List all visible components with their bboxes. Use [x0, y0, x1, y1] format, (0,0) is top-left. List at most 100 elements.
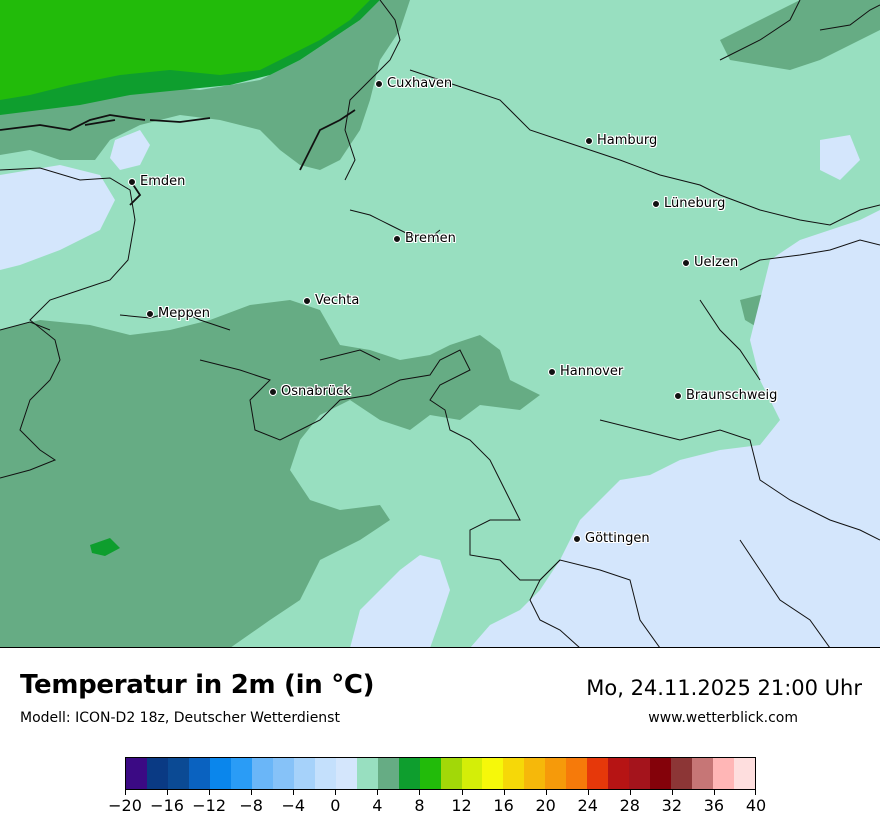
legend-tick-label: −20	[108, 796, 142, 815]
city-marker-osnabrueck[interactable]: Osnabrück	[269, 384, 351, 399]
legend-swatch	[629, 758, 651, 789]
legend-tick	[167, 790, 169, 795]
legend-tick	[125, 790, 126, 795]
legend-swatch	[419, 758, 441, 789]
legend-swatch	[545, 758, 567, 789]
city-marker-hannover[interactable]: Hannover	[548, 364, 623, 379]
city-dot-icon	[573, 534, 581, 543]
city-label: Cuxhaven	[387, 76, 453, 91]
legend-swatch	[146, 758, 168, 789]
city-dot-icon	[303, 296, 311, 305]
city-dot-icon	[682, 258, 690, 267]
legend-swatch	[692, 758, 714, 789]
legend-tick-label: 8	[414, 796, 425, 815]
city-marker-hamburg[interactable]: Hamburg	[585, 133, 657, 148]
legend-swatch	[440, 758, 462, 789]
legend-tick-label: −16	[150, 796, 184, 815]
city-label: Uelzen	[694, 255, 739, 270]
legend-tick	[335, 790, 337, 795]
legend-swatch	[293, 758, 315, 789]
map-region-6-8-spot	[90, 538, 120, 556]
map-region-8-10-sea	[0, 0, 370, 100]
forecast-datetime: Mo, 24.11.2025 21:00 Uhr	[586, 676, 862, 700]
city-marker-bremen[interactable]: Bremen	[393, 231, 456, 246]
city-dot-icon	[548, 367, 556, 376]
legend-tick	[671, 790, 673, 795]
legend-swatch	[734, 758, 756, 789]
temperature-map[interactable]: Cuxhaven Hamburg Emden Lüneburg Bremen U…	[0, 0, 880, 648]
city-marker-lueneburg[interactable]: Lüneburg	[652, 196, 725, 211]
legend-tick	[377, 790, 379, 795]
map-region-4-6-northeast	[720, 0, 880, 70]
legend-tick	[419, 790, 421, 795]
city-marker-meppen[interactable]: Meppen	[146, 306, 210, 321]
city-marker-vechta[interactable]: Vechta	[303, 293, 359, 308]
legend-tick-label: −4	[281, 796, 306, 815]
city-dot-icon	[269, 387, 277, 396]
city-marker-goettingen[interactable]: Göttingen	[573, 531, 650, 546]
legend-swatch	[377, 758, 399, 789]
map-region-0-2-south	[350, 555, 450, 647]
legend-tick-label: −8	[239, 796, 263, 815]
city-dot-icon	[128, 177, 136, 186]
legend-swatch	[230, 758, 252, 789]
city-label: Braunschweig	[686, 388, 778, 403]
legend-swatch	[587, 758, 609, 789]
legend-ticks: −20 −16 −12 −8 −4 0 4 8 12 16 20 24 28 32 36 40	[108, 790, 766, 830]
legend-tick-label: 28	[619, 796, 640, 815]
legend-swatch	[314, 758, 336, 789]
city-marker-emden[interactable]: Emden	[128, 174, 185, 189]
legend-tick-label: 4	[372, 796, 383, 815]
city-dot-icon	[146, 309, 154, 318]
map-coastline	[0, 109, 356, 206]
legend-tick	[545, 790, 547, 795]
legend-tick-label: 40	[745, 796, 767, 815]
city-label: Bremen	[405, 231, 456, 246]
city-label: Osnabrück	[281, 384, 351, 399]
legend-tick	[503, 790, 505, 795]
city-label: Hannover	[560, 364, 624, 379]
map-region-4-6-southwest	[0, 300, 540, 647]
city-dot-icon	[652, 199, 660, 208]
color-legend	[125, 757, 756, 790]
model-info: Modell: ICON-D2 18z, Deutscher Wetterdie…	[20, 710, 340, 726]
legend-swatch	[209, 758, 231, 789]
legend-tick-label: 32	[661, 796, 683, 815]
legend-swatch	[461, 758, 483, 789]
legend-tick	[251, 790, 253, 795]
website-link[interactable]: www.wetterblick.com	[648, 710, 798, 726]
legend-swatch	[335, 758, 357, 789]
city-dot-icon	[375, 79, 383, 88]
legend-swatch	[251, 758, 273, 789]
map-region-0-2-emden-bay	[110, 130, 150, 170]
legend-tick-label: 20	[535, 796, 556, 815]
legend-tick-label: 0	[330, 796, 341, 815]
legend-tick	[713, 790, 715, 795]
map-borders	[0, 0, 880, 647]
legend-swatch	[167, 758, 189, 789]
city-dot-icon	[393, 234, 401, 243]
legend-swatch	[126, 758, 147, 789]
city-marker-braunschweig[interactable]: Braunschweig	[674, 388, 777, 403]
legend-tick	[461, 790, 463, 795]
legend-tick-label: 16	[493, 796, 514, 815]
city-label: Vechta	[315, 293, 360, 308]
legend-swatch	[671, 758, 693, 789]
legend-swatch	[503, 758, 525, 789]
legend-tick	[293, 790, 295, 795]
city-marker-uelzen[interactable]: Uelzen	[682, 255, 738, 270]
city-marker-cuxhaven[interactable]: Cuxhaven	[375, 76, 452, 91]
legend-swatch	[482, 758, 504, 789]
city-label: Emden	[140, 174, 186, 189]
legend-swatch	[188, 758, 210, 789]
legend-tick	[629, 790, 631, 795]
legend-swatch	[272, 758, 294, 789]
legend-swatch	[566, 758, 588, 789]
legend-tick-label: −12	[192, 796, 227, 815]
legend-swatch	[713, 758, 735, 789]
legend-swatch	[608, 758, 630, 789]
legend-swatch	[650, 758, 672, 789]
legend-tick-label: 24	[577, 796, 598, 815]
legend-tick	[209, 790, 211, 795]
map-region-0-2-northeast-spot	[820, 135, 860, 180]
